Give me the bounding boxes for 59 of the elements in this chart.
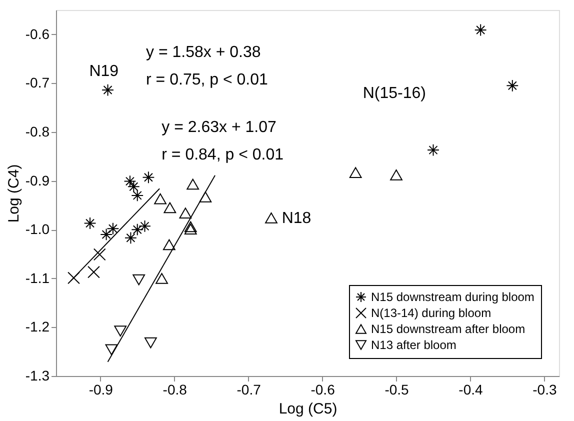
point [124, 232, 137, 244]
point [349, 167, 362, 178]
point [390, 170, 402, 180]
y-tick-label: -0.8 [25, 124, 50, 140]
point [68, 272, 80, 284]
y-tick-label: -1.3 [25, 368, 50, 384]
point [474, 24, 487, 36]
point [102, 84, 114, 96]
y-tick-label: -0.7 [25, 74, 50, 91]
point [184, 221, 197, 232]
point [156, 272, 168, 284]
point [100, 228, 112, 241]
legend-label: N13 after bloom [371, 338, 456, 352]
point [184, 224, 197, 235]
x-tick-label: -0.6 [310, 382, 336, 398]
point [93, 248, 106, 261]
x-tick-label: -0.4 [458, 382, 484, 398]
y-axis-title: Log (C4) [5, 164, 22, 223]
x-tick-label: -0.3 [532, 382, 557, 398]
y-tick-label: -0.9 [25, 172, 50, 188]
x-tick-label: -0.9 [88, 382, 114, 398]
point [154, 193, 166, 204]
annotation: y = 2.63x + 1.07 [162, 119, 276, 136]
x-axis-title: Log (C5) [278, 400, 338, 418]
annotation: N18 [282, 210, 312, 227]
annotation: N19 [89, 63, 119, 80]
point [179, 208, 192, 218]
point [199, 191, 212, 202]
point [506, 79, 519, 92]
annotation: r = 0.84, p < 0.01 [162, 146, 284, 164]
annotation: N(15-16) [362, 85, 426, 102]
point [164, 202, 176, 214]
legend-label: N15 downstream after bloom [371, 322, 526, 336]
y-tick-label: -1.0 [25, 221, 50, 238]
point [131, 189, 144, 202]
x-tick-label: -0.5 [384, 382, 410, 398]
point [144, 337, 157, 348]
x-tick-label: -0.7 [236, 382, 262, 398]
point [162, 239, 176, 250]
point [132, 274, 146, 286]
y-tick-label: -0.6 [25, 26, 50, 42]
legend-label: N(13-14) during bloom [371, 306, 492, 320]
point [427, 144, 440, 156]
point [84, 217, 96, 230]
point [265, 212, 278, 224]
point [131, 223, 144, 236]
legend-label: N15 downstream during bloom [371, 290, 534, 304]
y-tick-label: -1.1 [25, 270, 50, 286]
y-tick-label: -1.2 [25, 318, 50, 335]
annotation: r = 0.75, p < 0.01 [146, 72, 268, 89]
point [105, 344, 118, 356]
point [142, 171, 155, 184]
annotation: y = 1.58x + 0.38 [146, 44, 261, 62]
point [138, 220, 151, 232]
point [88, 266, 100, 278]
point [106, 222, 120, 235]
point [186, 178, 200, 190]
x-tick-label: -0.8 [162, 382, 188, 398]
point [114, 326, 127, 337]
